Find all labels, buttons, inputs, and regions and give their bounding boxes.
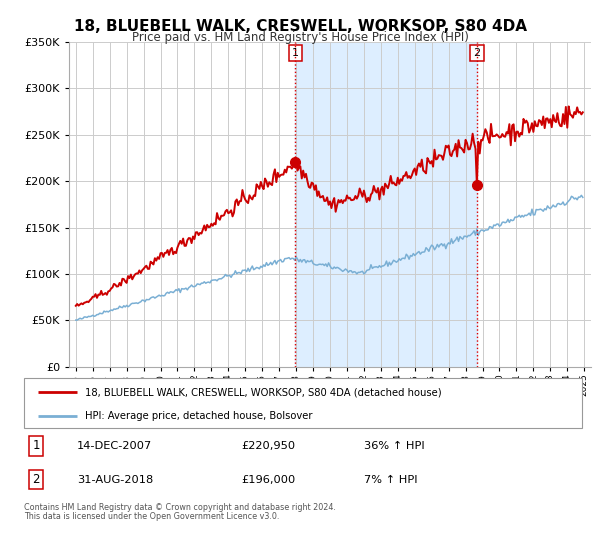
- Text: £196,000: £196,000: [242, 474, 296, 484]
- Text: 1: 1: [292, 48, 299, 58]
- Text: HPI: Average price, detached house, Bolsover: HPI: Average price, detached house, Bols…: [85, 411, 313, 421]
- Text: Contains HM Land Registry data © Crown copyright and database right 2024.: Contains HM Land Registry data © Crown c…: [24, 503, 336, 512]
- Text: 2: 2: [473, 48, 481, 58]
- Bar: [295, 42, 477, 367]
- Text: 18, BLUEBELL WALK, CRESWELL, WORKSOP, S80 4DA (detached house): 18, BLUEBELL WALK, CRESWELL, WORKSOP, S8…: [85, 387, 442, 397]
- Text: 36% ↑ HPI: 36% ↑ HPI: [364, 441, 425, 451]
- Text: This data is licensed under the Open Government Licence v3.0.: This data is licensed under the Open Gov…: [24, 512, 280, 521]
- Text: 7% ↑ HPI: 7% ↑ HPI: [364, 474, 418, 484]
- Text: £220,950: £220,950: [242, 441, 296, 451]
- Text: Price paid vs. HM Land Registry's House Price Index (HPI): Price paid vs. HM Land Registry's House …: [131, 31, 469, 44]
- Text: 31-AUG-2018: 31-AUG-2018: [77, 474, 153, 484]
- Text: 1: 1: [32, 440, 40, 452]
- Text: 18, BLUEBELL WALK, CRESWELL, WORKSOP, S80 4DA: 18, BLUEBELL WALK, CRESWELL, WORKSOP, S8…: [74, 19, 527, 34]
- FancyBboxPatch shape: [24, 378, 582, 428]
- Text: 2: 2: [32, 473, 40, 486]
- Text: 14-DEC-2007: 14-DEC-2007: [77, 441, 152, 451]
